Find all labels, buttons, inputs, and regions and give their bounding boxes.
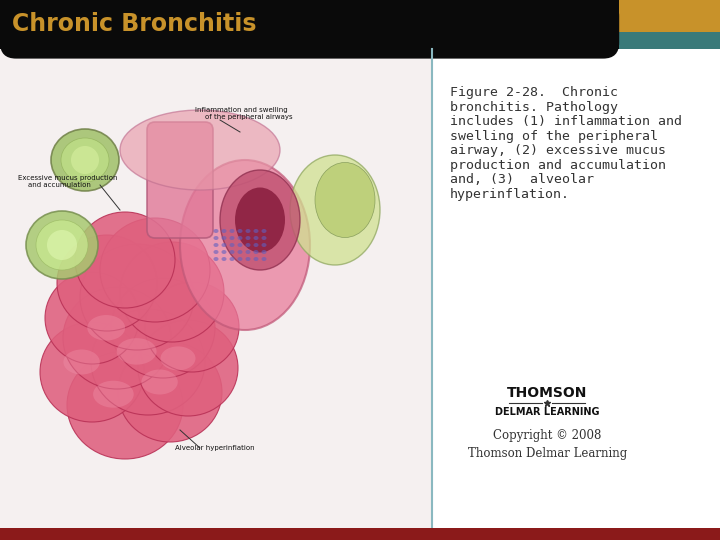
Ellipse shape (145, 282, 239, 372)
Bar (619, 0, 720, 31)
Ellipse shape (253, 243, 258, 247)
Ellipse shape (161, 346, 196, 370)
Ellipse shape (47, 230, 77, 260)
Text: bronchitis. Pathology: bronchitis. Pathology (450, 101, 618, 114)
Text: hyperinflation.: hyperinflation. (450, 188, 570, 201)
Ellipse shape (214, 250, 218, 254)
Text: Copyright © 2008
Thomson Delmar Learning: Copyright © 2008 Thomson Delmar Learning (467, 429, 627, 460)
Ellipse shape (100, 218, 210, 322)
Ellipse shape (117, 338, 156, 365)
Text: Excessive mucus production: Excessive mucus production (18, 175, 117, 181)
Ellipse shape (80, 244, 194, 350)
Ellipse shape (120, 110, 280, 190)
Ellipse shape (238, 250, 243, 254)
Ellipse shape (253, 229, 258, 233)
Ellipse shape (261, 243, 266, 247)
Ellipse shape (235, 187, 285, 253)
Ellipse shape (71, 146, 99, 174)
Ellipse shape (61, 138, 109, 182)
Bar (432, 49, 720, 532)
Text: of the peripheral airways: of the peripheral airways (205, 114, 292, 120)
Ellipse shape (111, 278, 215, 378)
Ellipse shape (45, 272, 139, 364)
Text: THOMSON: THOMSON (507, 386, 588, 400)
Ellipse shape (290, 155, 380, 265)
Ellipse shape (57, 235, 157, 331)
Ellipse shape (222, 236, 227, 240)
Ellipse shape (315, 163, 375, 238)
Bar (619, 31, 720, 49)
Bar (0, 0, 619, 49)
Ellipse shape (180, 160, 310, 330)
Ellipse shape (238, 229, 243, 233)
Text: and, (3)  alveolar: and, (3) alveolar (450, 173, 594, 186)
Ellipse shape (238, 257, 243, 261)
Text: swelling of the peripheral: swelling of the peripheral (450, 130, 658, 143)
Text: and accumulation: and accumulation (28, 182, 91, 188)
Ellipse shape (87, 315, 125, 341)
Ellipse shape (238, 236, 243, 240)
Ellipse shape (261, 257, 266, 261)
Text: Chronic Bronchitis: Chronic Bronchitis (12, 12, 256, 36)
Ellipse shape (261, 250, 266, 254)
Ellipse shape (214, 243, 218, 247)
Ellipse shape (261, 229, 266, 233)
Ellipse shape (222, 250, 227, 254)
Text: DELMAR LEARNING: DELMAR LEARNING (495, 407, 600, 417)
Ellipse shape (253, 257, 258, 261)
Ellipse shape (230, 250, 235, 254)
Ellipse shape (246, 243, 251, 247)
Ellipse shape (230, 229, 235, 233)
Ellipse shape (93, 381, 134, 408)
Ellipse shape (75, 212, 175, 308)
Ellipse shape (51, 129, 119, 191)
Text: includes (1) inflammation and: includes (1) inflammation and (450, 116, 682, 129)
Ellipse shape (67, 351, 183, 459)
Bar (0, 49, 432, 532)
Ellipse shape (222, 257, 227, 261)
Ellipse shape (120, 242, 224, 342)
Ellipse shape (63, 349, 100, 375)
Ellipse shape (91, 309, 205, 415)
Ellipse shape (230, 257, 235, 261)
Ellipse shape (246, 257, 251, 261)
Ellipse shape (138, 320, 238, 416)
Bar (0, 528, 720, 540)
FancyBboxPatch shape (0, 0, 619, 59)
Ellipse shape (63, 287, 171, 389)
Text: Figure 2-28.  Chronic: Figure 2-28. Chronic (450, 86, 618, 99)
Ellipse shape (26, 211, 98, 279)
Ellipse shape (214, 236, 218, 240)
Ellipse shape (36, 220, 88, 270)
Ellipse shape (222, 243, 227, 247)
Ellipse shape (246, 250, 251, 254)
FancyBboxPatch shape (147, 122, 213, 238)
Ellipse shape (222, 229, 227, 233)
Ellipse shape (118, 342, 222, 442)
Ellipse shape (246, 229, 251, 233)
Ellipse shape (141, 369, 178, 395)
Ellipse shape (261, 236, 266, 240)
Ellipse shape (238, 243, 243, 247)
Text: airway, (2) excessive mucus: airway, (2) excessive mucus (450, 144, 666, 157)
Ellipse shape (214, 229, 218, 233)
Ellipse shape (253, 250, 258, 254)
Ellipse shape (40, 322, 144, 422)
Ellipse shape (230, 236, 235, 240)
Ellipse shape (253, 236, 258, 240)
Ellipse shape (214, 257, 218, 261)
Ellipse shape (230, 243, 235, 247)
Ellipse shape (246, 236, 251, 240)
Text: production and accumulation: production and accumulation (450, 159, 666, 172)
Text: Inflammation and swelling: Inflammation and swelling (195, 107, 287, 113)
Ellipse shape (220, 170, 300, 270)
Text: Alveolar hyperinflation: Alveolar hyperinflation (175, 445, 255, 451)
